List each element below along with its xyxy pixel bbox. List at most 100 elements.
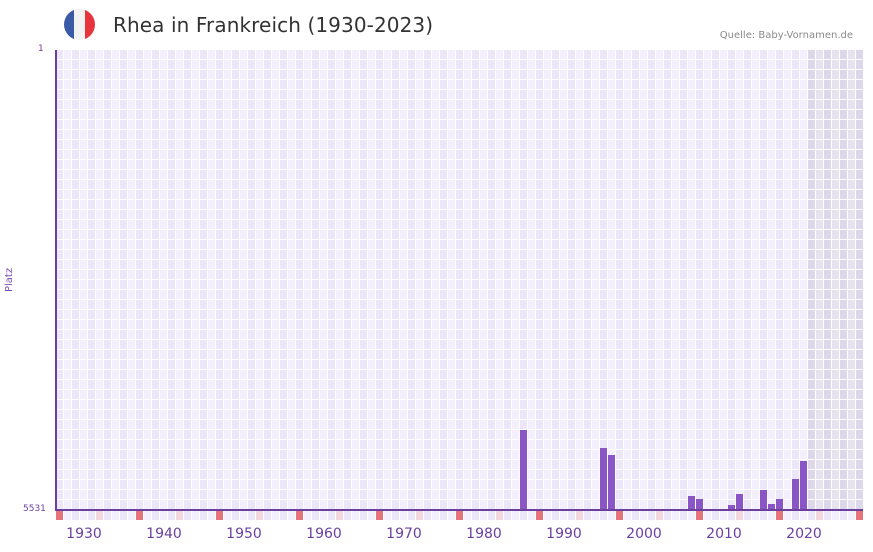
year-cell xyxy=(680,511,687,520)
year-cell xyxy=(352,511,359,520)
x-axis-label: 1950 xyxy=(226,526,262,542)
year-cell xyxy=(472,511,479,520)
year-cell xyxy=(728,511,735,520)
year-cell xyxy=(824,511,831,520)
year-cell xyxy=(832,511,839,520)
year-cell xyxy=(112,511,119,520)
year-cell xyxy=(344,511,351,520)
x-axis-label: 1970 xyxy=(386,526,422,542)
bar-2007[interactable] xyxy=(688,496,695,510)
year-cell xyxy=(848,511,855,520)
year-cell xyxy=(592,511,599,520)
year-cell xyxy=(504,511,511,520)
decade-marker xyxy=(856,511,863,520)
year-cell xyxy=(224,511,231,520)
bar-2021[interactable] xyxy=(800,461,807,510)
x-axis-label: 1930 xyxy=(66,526,102,542)
year-cell xyxy=(64,511,71,520)
year-cell xyxy=(280,511,287,520)
year-cell xyxy=(560,511,567,520)
year-cell xyxy=(520,511,527,520)
year-cell xyxy=(464,511,471,520)
year-cell xyxy=(184,511,191,520)
year-cell xyxy=(664,511,671,520)
year-cell xyxy=(440,511,447,520)
bar-2013[interactable] xyxy=(736,494,743,510)
year-cell xyxy=(800,511,807,520)
decade-marker xyxy=(56,511,63,520)
year-cell xyxy=(304,511,311,520)
half-decade-marker xyxy=(736,511,743,520)
y-axis-bottom-label: 5531 xyxy=(23,504,46,514)
year-cell xyxy=(480,511,487,520)
year-cell xyxy=(152,511,159,520)
year-cell xyxy=(192,511,199,520)
year-cell xyxy=(264,511,271,520)
bar-1996[interactable] xyxy=(600,448,607,510)
year-cell xyxy=(200,511,207,520)
year-cell xyxy=(624,511,631,520)
year-cell xyxy=(400,511,407,520)
source-link[interactable]: Quelle: Baby-Vornamen.de xyxy=(719,30,853,41)
bar-2017[interactable] xyxy=(768,504,775,510)
year-cell xyxy=(552,511,559,520)
year-cell xyxy=(104,511,111,520)
bar-2018[interactable] xyxy=(776,499,783,510)
year-cell xyxy=(640,511,647,520)
year-cell xyxy=(760,511,767,520)
x-axis-label: 2020 xyxy=(786,526,822,542)
year-cell xyxy=(320,511,327,520)
half-decade-marker xyxy=(816,511,823,520)
year-cell xyxy=(232,511,239,520)
year-cell xyxy=(792,511,799,520)
bar-2016[interactable] xyxy=(760,490,767,510)
decade-marker xyxy=(616,511,623,520)
year-cell xyxy=(488,511,495,520)
year-cell xyxy=(512,511,519,520)
year-cell xyxy=(840,511,847,520)
half-decade-marker xyxy=(416,511,423,520)
decade-marker xyxy=(296,511,303,520)
year-cell xyxy=(688,511,695,520)
year-cell xyxy=(568,511,575,520)
x-axis-label: 2000 xyxy=(626,526,662,542)
decade-marker xyxy=(536,511,543,520)
bar-2012[interactable] xyxy=(728,505,735,510)
bar-1997[interactable] xyxy=(608,455,615,510)
half-decade-marker xyxy=(496,511,503,520)
year-cell xyxy=(704,511,711,520)
year-cell xyxy=(672,511,679,520)
year-cell xyxy=(288,511,295,520)
year-cell xyxy=(248,511,255,520)
year-cell xyxy=(272,511,279,520)
flag-stripe-blue xyxy=(64,9,75,40)
half-decade-marker xyxy=(256,511,263,520)
year-cell xyxy=(312,511,319,520)
bar-1986[interactable] xyxy=(520,429,527,510)
year-cell xyxy=(72,511,79,520)
year-cell xyxy=(88,511,95,520)
year-cell xyxy=(424,511,431,520)
year-cell xyxy=(384,511,391,520)
year-cell xyxy=(160,511,167,520)
year-cell xyxy=(168,511,175,520)
decade-marker xyxy=(136,511,143,520)
year-cell xyxy=(128,511,135,520)
year-cell xyxy=(208,511,215,520)
half-decade-marker xyxy=(576,511,583,520)
bar-2008[interactable] xyxy=(696,499,703,510)
france-flag-icon xyxy=(64,9,95,40)
year-cell xyxy=(808,511,815,520)
grid-background xyxy=(56,50,863,510)
half-decade-marker xyxy=(656,511,663,520)
x-axis-line xyxy=(56,509,863,511)
year-cell xyxy=(720,511,727,520)
year-cell xyxy=(600,511,607,520)
bar-2020[interactable] xyxy=(792,478,799,510)
x-axis-label: 1990 xyxy=(546,526,582,542)
year-cell xyxy=(608,511,615,520)
decade-marker xyxy=(776,511,783,520)
plot-area xyxy=(56,50,863,510)
year-cell xyxy=(360,511,367,520)
year-cell xyxy=(240,511,247,520)
